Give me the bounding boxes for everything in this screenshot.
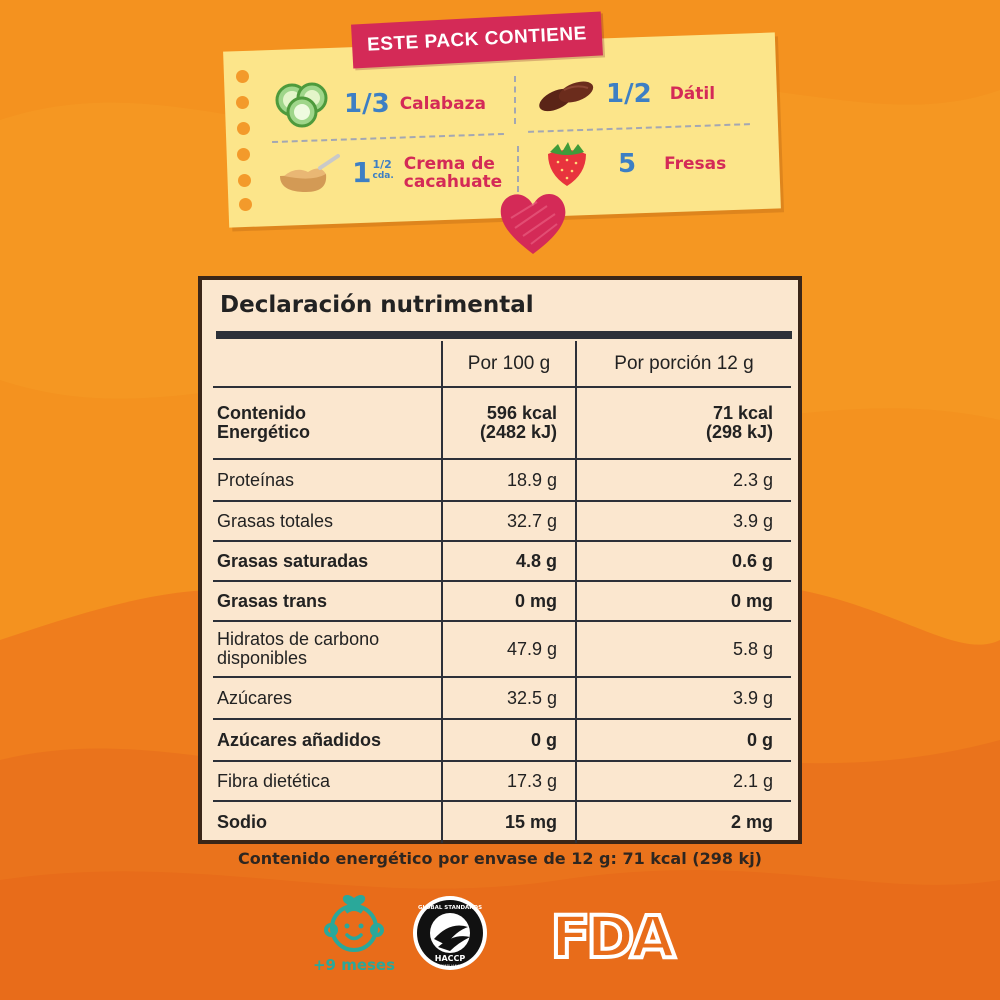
haccp-bottom-text: COMPLIANCE <box>438 963 464 968</box>
row-label: Fibra dietética <box>213 761 442 802</box>
table-row: Azúcares 32.5 g 3.9 g <box>213 677 791 720</box>
row-label: Azúcares <box>213 677 442 720</box>
nutrition-table: Por 100 g Por porción 12 g Contenido Ene… <box>213 341 791 843</box>
ingredient-datil: Dátil <box>669 84 716 104</box>
header-per-100g: Por 100 g <box>441 341 576 388</box>
row-per-100g: 18.9 g <box>441 459 576 502</box>
qty-datil: 1/2 <box>606 79 652 109</box>
ingredient-calabaza: Calabaza <box>399 94 486 114</box>
row-per-100g: 32.5 g <box>441 677 576 720</box>
pack-item-fresas: 5 Fresas <box>540 140 726 188</box>
nutrition-panel: Declaración nutrimental Por 100 g Por po… <box>198 276 802 844</box>
pack-item-datil: 1/2 Dátil <box>536 70 715 118</box>
pack-item-calabaza: 1/3 Calabaza <box>272 80 486 128</box>
age-label: +9 meses <box>312 956 396 974</box>
row-label: Grasas saturadas <box>213 541 442 582</box>
row-per-portion: 2 mg <box>575 801 791 843</box>
title-rule <box>216 331 792 339</box>
row-label: Grasas totales <box>213 501 442 542</box>
nutrition-title: Declaración nutrimental <box>220 292 534 318</box>
row-per-portion: 2.1 g <box>575 761 791 802</box>
row-label: Azúcares añadidos <box>213 719 442 762</box>
table-row: Contenido Energético 596 kcal (2482 kJ) … <box>213 387 791 460</box>
table-row: Grasas totales 32.7 g 3.9 g <box>213 501 791 542</box>
pack-banner-text: ESTE PACK CONTIENE <box>366 23 588 56</box>
table-row: Proteínas 18.9 g 2.3 g <box>213 459 791 502</box>
row-per-100g: 4.8 g <box>441 541 576 582</box>
row-label: Sodio <box>217 812 267 832</box>
row-per-100g: 15 mg <box>441 801 576 843</box>
header-empty-cell <box>213 341 442 388</box>
row-per-portion: 0 g <box>575 719 791 762</box>
row-per-portion: 5.8 g <box>575 621 791 678</box>
divider-vertical-top <box>514 76 516 124</box>
row-per-portion: 3.9 g <box>575 677 791 720</box>
qty-fresas: 5 <box>618 149 637 179</box>
row-label: Hidratos de carbono disponibles <box>213 621 442 678</box>
row-per-100g: 0 g <box>441 719 576 762</box>
row-per-100g: 0 mg <box>441 581 576 622</box>
peanut-butter-spoon-icon <box>280 154 340 192</box>
energy-footnote: Contenido energético por envase de 12 g:… <box>238 849 762 868</box>
row-label: Grasas trans <box>213 581 442 622</box>
row-per-portion: 71 kcal (298 kJ) <box>575 387 791 460</box>
haccp-mid-text: HACCP <box>435 954 466 963</box>
pack-item-crema-cacahuate: 1 1/2 cda. Crema de cacahuate <box>276 150 502 196</box>
row-per-100g: 32.7 g <box>441 501 576 542</box>
row-per-portion: 0 mg <box>575 581 791 622</box>
table-row: Grasas saturadas 4.8 g 0.6 g <box>213 541 791 582</box>
row-per-portion: 3.9 g <box>575 501 791 542</box>
qty-crema-cacahuate: 1 1/2 cda. <box>352 156 394 189</box>
baby-face-icon <box>324 895 384 952</box>
row-per-portion: 2.3 g <box>575 459 791 502</box>
row-per-100g: 47.9 g <box>441 621 576 678</box>
header-per-portion: Por porción 12 g <box>575 341 791 388</box>
divider-vertical-bottom <box>517 146 519 192</box>
row-per-100g: 17.3 g <box>441 761 576 802</box>
fda-logo: FDA <box>549 903 682 965</box>
ingredient-fresas: Fresas <box>664 154 727 174</box>
table-row: Sodio 15 mg 2 mg <box>213 801 791 843</box>
table-row: Grasas trans 0 mg 0 mg <box>213 581 791 622</box>
strawberry-icon <box>548 142 586 186</box>
row-per-100g: 596 kcal (2482 kJ) <box>441 387 576 460</box>
row-label: Proteínas <box>213 459 442 502</box>
heart-icon <box>500 194 566 254</box>
date-fruit-icon <box>539 81 594 112</box>
row-label: Contenido Energético <box>213 387 442 460</box>
table-row: Hidratos de carbono disponibles 47.9 g 5… <box>213 621 791 678</box>
qty-calabaza: 1/3 <box>344 89 390 119</box>
ingredient-crema-cacahuate: Crema de cacahuate <box>403 154 503 192</box>
fda-text: FDA <box>551 903 676 965</box>
table-header-row: Por 100 g Por porción 12 g <box>213 341 791 388</box>
table-row: Fibra dietética 17.3 g 2.1 g <box>213 761 791 802</box>
table-row: Azúcares añadidos 0 g 0 g <box>213 719 791 762</box>
haccp-badge-icon: GLOBAL STANDARDS HACCP COMPLIANCE <box>413 896 487 970</box>
haccp-top-text: GLOBAL STANDARDS <box>418 905 482 911</box>
cucumber-slices-icon <box>275 82 328 128</box>
row-per-portion: 0.6 g <box>575 541 791 582</box>
